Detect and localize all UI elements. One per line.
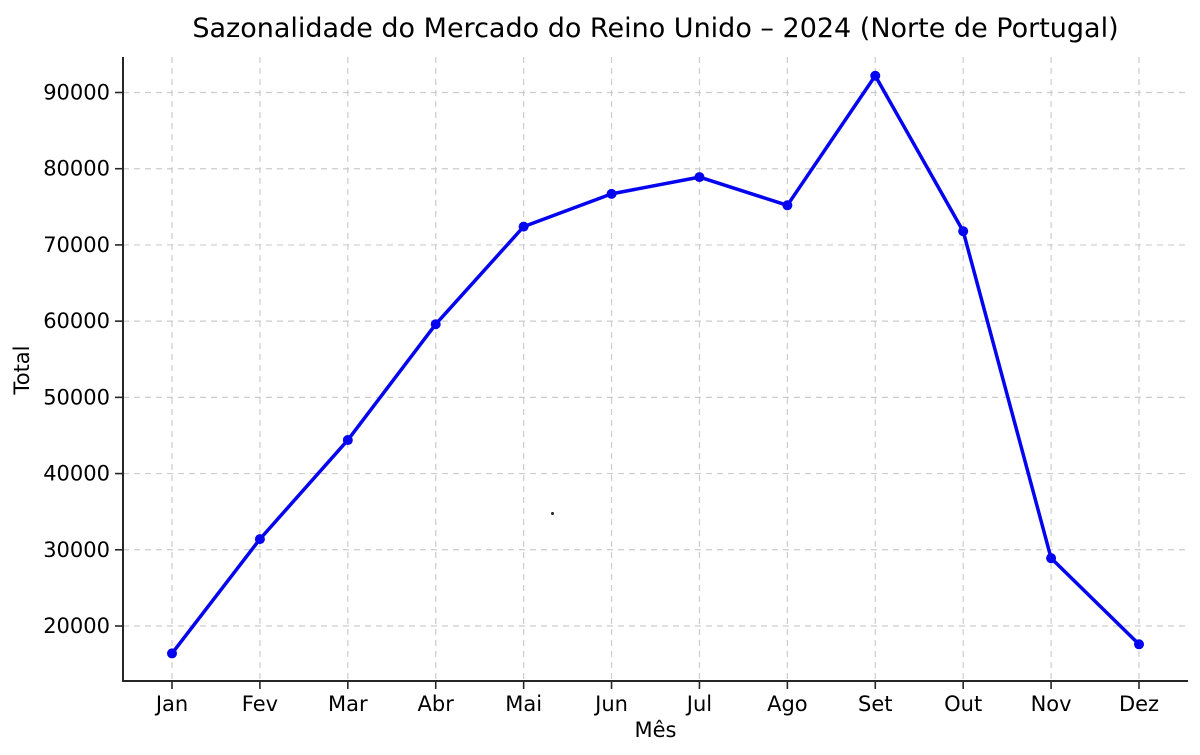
- x-tick-label-out: Out: [944, 692, 982, 716]
- x-tick-label-nov: Nov: [1031, 692, 1072, 716]
- y-tick-label-60000: 60000: [43, 309, 110, 333]
- x-tick-label-mar: Mar: [328, 692, 368, 716]
- data-point-jan: [167, 648, 177, 659]
- data-point-out: [958, 226, 969, 237]
- y-axis-label: Total: [10, 345, 34, 395]
- data-line-total: [170, 73, 1141, 656]
- data-point-nov: [1046, 553, 1057, 564]
- x-tick-label-abr: Abr: [418, 692, 455, 716]
- y-tick-label-50000: 50000: [43, 385, 110, 409]
- y-tick-label-40000: 40000: [43, 462, 110, 486]
- chart-title: Sazonalidade do Mercado do Reino Unido –…: [192, 13, 1119, 44]
- x-tick-label-jun: Jun: [593, 692, 628, 716]
- x-tick-label-jul: Jul: [685, 692, 712, 716]
- stray-dot-artifact: [551, 512, 554, 515]
- y-tick-label-30000: 30000: [43, 538, 110, 562]
- data-point-jun: [606, 188, 617, 199]
- x-tick-label-dez: Dez: [1119, 692, 1159, 716]
- x-tick-label-fev: Fev: [242, 692, 278, 716]
- y-tick-label-80000: 80000: [43, 157, 110, 181]
- x-tick-label-ago: Ago: [767, 692, 808, 716]
- x-tick-label-set: Set: [858, 692, 892, 716]
- x-tick-label-jan: Jan: [154, 692, 188, 716]
- x-tick-label-mai: Mai: [505, 692, 542, 716]
- data-point-dez: [1134, 639, 1144, 650]
- data-point-fev: [254, 534, 265, 545]
- x-axis-label: Mês: [634, 718, 677, 742]
- y-tick-label-70000: 70000: [43, 233, 110, 257]
- data-point-ago: [782, 200, 793, 211]
- data-point-mar: [342, 435, 353, 446]
- data-point-mai: [518, 221, 529, 232]
- data-point-jul: [694, 172, 705, 183]
- data-point-abr: [430, 319, 441, 330]
- y-tick-label-90000: 90000: [43, 81, 110, 105]
- y-tick-label-20000: 20000: [43, 614, 110, 638]
- data-point-set: [870, 70, 881, 81]
